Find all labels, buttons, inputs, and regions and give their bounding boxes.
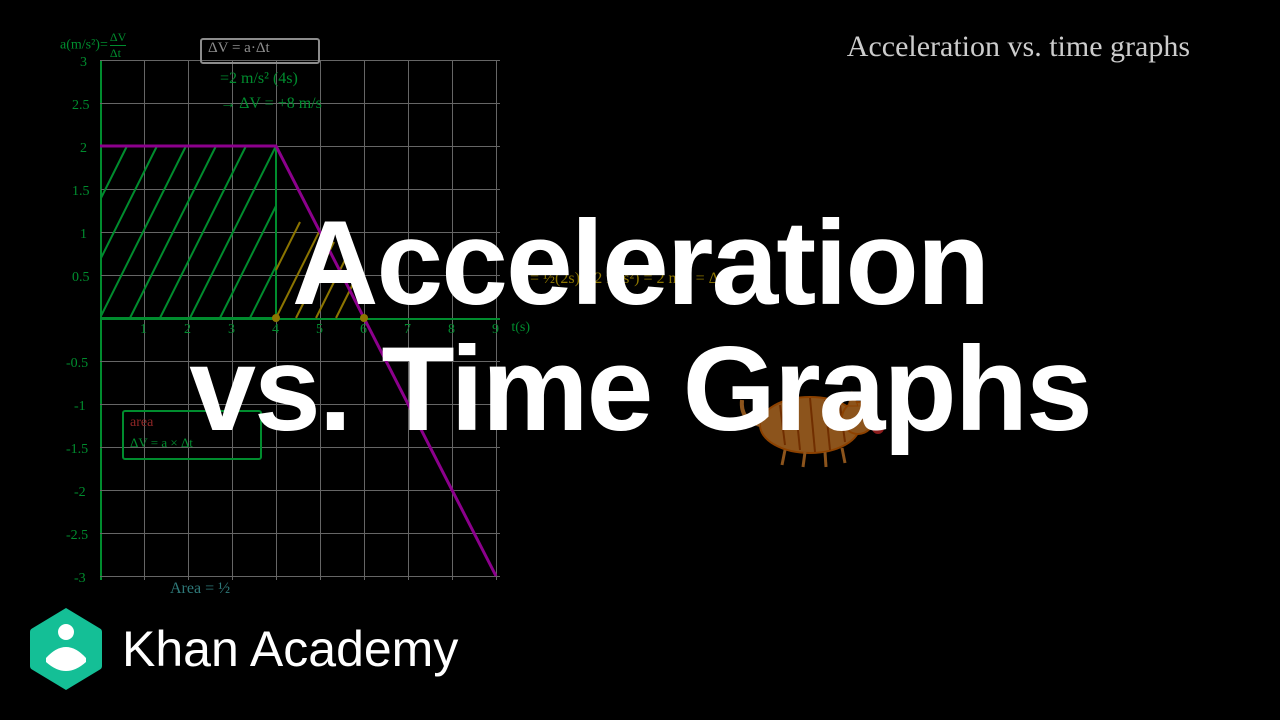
subtitle: Acceleration vs. time graphs bbox=[847, 30, 1190, 64]
main-title-line2: vs. Time Graphs bbox=[0, 326, 1280, 452]
main-title-line1: Acceleration bbox=[0, 200, 1280, 326]
ytick: -2.5 bbox=[66, 528, 88, 544]
ytick: -2 bbox=[74, 485, 86, 501]
ytick: 3 bbox=[80, 55, 87, 71]
brand-name: Khan Academy bbox=[122, 620, 458, 678]
brand-hex-icon bbox=[30, 608, 102, 690]
brand-logo: Khan Academy bbox=[30, 608, 458, 690]
boxed-formula: ΔV = a·Δt bbox=[208, 40, 270, 57]
y-axis-label: a(m/s²)=ΔVΔt bbox=[60, 30, 126, 61]
ytick: 2.5 bbox=[72, 98, 90, 114]
ytick: 1.5 bbox=[72, 184, 90, 200]
cyan-note: Area = ½ bbox=[170, 580, 230, 598]
green-calc2: → ΔV = +8 m/s bbox=[220, 95, 322, 113]
green-calc1: =2 m/s² (4s) bbox=[220, 70, 298, 88]
ytick: -3 bbox=[74, 571, 86, 587]
main-title: Acceleration vs. Time Graphs bbox=[0, 200, 1280, 452]
ytick: 2 bbox=[80, 141, 87, 157]
